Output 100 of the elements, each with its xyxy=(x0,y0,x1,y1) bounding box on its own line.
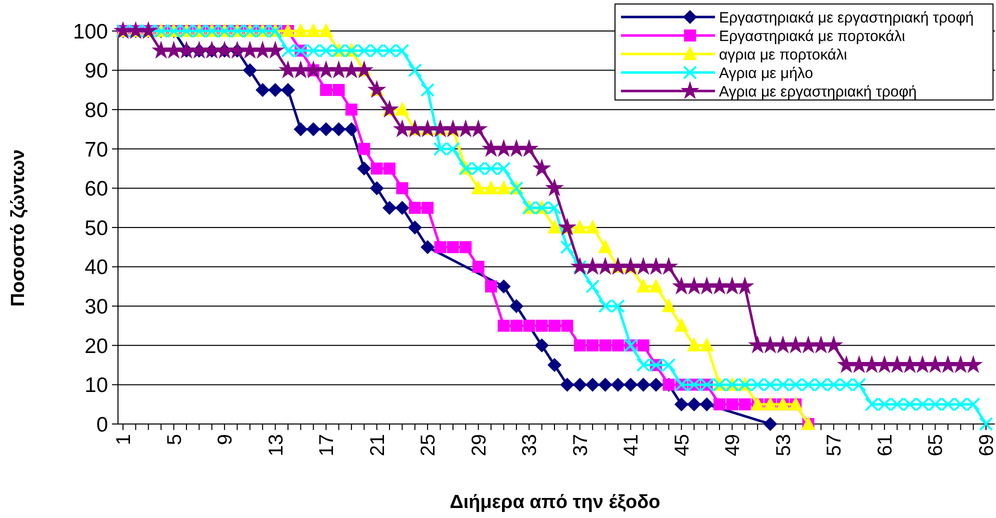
point xyxy=(268,82,282,97)
point xyxy=(572,220,587,234)
point xyxy=(687,337,702,352)
point xyxy=(586,378,600,392)
y-tick-label: 80 xyxy=(84,98,108,122)
point xyxy=(370,181,384,196)
y-tick-label: 20 xyxy=(84,334,108,358)
x-tick-label: 1 xyxy=(113,434,135,446)
legend-label: Εργαστηριακά με εργαστηριακή τροφή xyxy=(719,9,974,26)
point xyxy=(498,320,510,332)
point xyxy=(674,397,688,412)
point xyxy=(523,320,536,332)
point xyxy=(738,398,751,410)
x-tick-label: 45 xyxy=(671,434,694,456)
point xyxy=(548,220,562,234)
point xyxy=(534,338,549,352)
point xyxy=(610,378,625,392)
point xyxy=(357,162,372,176)
x-tick-label: 9 xyxy=(214,434,237,446)
point xyxy=(408,202,421,214)
point xyxy=(319,23,334,37)
x-tick-label: 13 xyxy=(265,434,288,456)
y-axis-title: Ποσοστό ζώντων xyxy=(8,149,29,307)
point xyxy=(422,202,434,214)
point xyxy=(586,220,600,234)
point xyxy=(636,378,650,392)
x-tick-label: 17 xyxy=(316,434,338,456)
x-tick-label: 57 xyxy=(824,434,846,456)
point xyxy=(649,378,664,392)
x-tick-label: 65 xyxy=(925,434,948,456)
point xyxy=(496,279,511,294)
x-tick-label: 25 xyxy=(418,434,440,456)
point xyxy=(395,200,410,215)
x-tick-label: 37 xyxy=(570,434,592,456)
point xyxy=(509,299,524,314)
point xyxy=(637,339,650,352)
x-tick-label: 49 xyxy=(722,434,744,456)
point xyxy=(560,378,574,392)
point xyxy=(548,320,560,332)
x-tick-label: 21 xyxy=(366,434,389,456)
point xyxy=(395,102,410,116)
point xyxy=(510,320,522,332)
point xyxy=(370,162,383,175)
point xyxy=(598,239,612,254)
point xyxy=(320,84,332,96)
legend-label: Αγρια με εργαστηριακή τροφή xyxy=(719,83,917,100)
y-tick-label: 100 xyxy=(72,20,108,44)
point xyxy=(256,82,270,97)
y-tick-label: 0 xyxy=(96,413,108,436)
point xyxy=(280,82,295,97)
legend-label: Αγρια με μήλο xyxy=(719,64,814,82)
y-tick-label: 40 xyxy=(84,256,108,280)
x-tick-label: 5 xyxy=(164,434,186,446)
point xyxy=(599,339,612,352)
point xyxy=(434,241,446,254)
point xyxy=(396,182,408,194)
point xyxy=(726,398,738,410)
point xyxy=(624,378,638,392)
point xyxy=(713,398,726,410)
point xyxy=(446,241,459,254)
point xyxy=(572,378,587,392)
point xyxy=(242,63,257,78)
point xyxy=(460,241,472,254)
point xyxy=(636,278,650,292)
point xyxy=(700,397,714,412)
y-tick-label: 90 xyxy=(84,60,108,83)
point xyxy=(358,142,370,155)
point xyxy=(384,162,396,175)
legend-label: αγρια με πορτοκάλι xyxy=(719,46,848,64)
point xyxy=(408,220,422,234)
point xyxy=(294,23,308,37)
point xyxy=(332,84,345,96)
point xyxy=(332,122,346,136)
y-tick-label: 30 xyxy=(84,295,108,318)
point xyxy=(561,320,574,332)
point xyxy=(763,417,778,431)
y-tick-label: 10 xyxy=(84,374,108,398)
x-tick-label: 29 xyxy=(468,434,490,456)
point xyxy=(382,200,397,215)
point xyxy=(574,339,586,352)
point xyxy=(319,122,334,136)
point xyxy=(472,260,484,273)
y-tick-label: 70 xyxy=(84,138,108,162)
point xyxy=(306,23,320,37)
point xyxy=(344,122,358,136)
point xyxy=(649,278,664,292)
point xyxy=(345,104,358,116)
x-tick-label: 69 xyxy=(976,434,996,456)
point xyxy=(484,180,498,194)
point xyxy=(700,337,714,352)
y-tick-label: 50 xyxy=(84,216,108,240)
point xyxy=(586,339,599,352)
point xyxy=(420,240,435,254)
x-axis-title: Διήμερα από την έξοδο xyxy=(450,492,660,513)
point xyxy=(294,122,308,136)
x-tick-label: 61 xyxy=(874,434,896,456)
point xyxy=(598,378,612,392)
y-tick-label: 60 xyxy=(84,178,108,201)
point xyxy=(674,318,688,332)
point xyxy=(536,320,548,332)
